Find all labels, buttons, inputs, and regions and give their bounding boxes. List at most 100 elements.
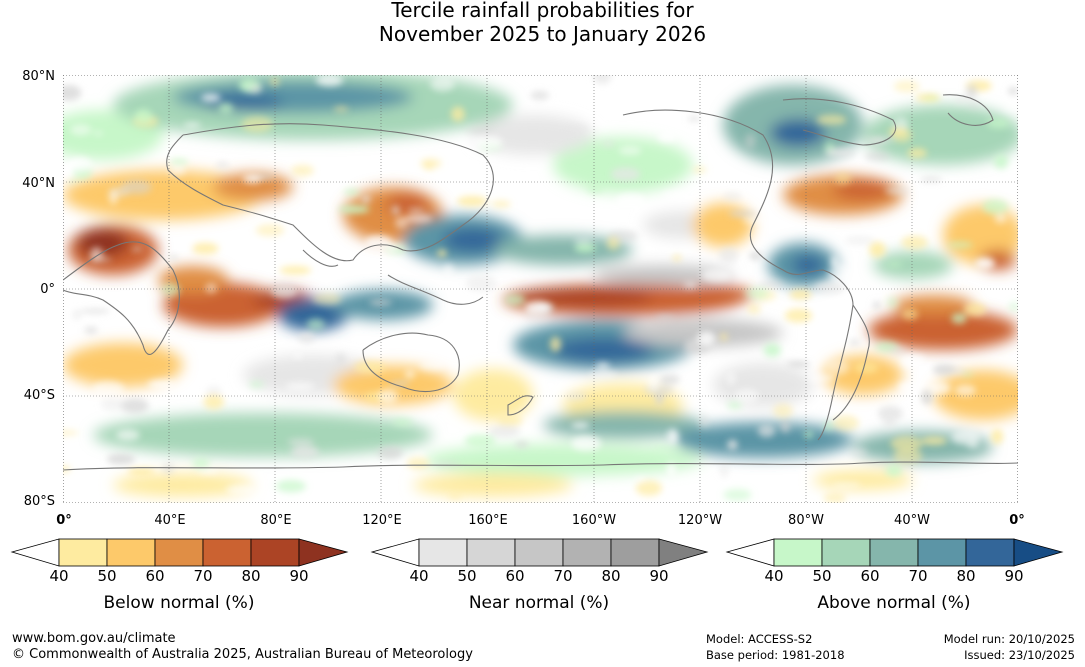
field-speckle	[404, 214, 433, 223]
field-speckle	[745, 286, 769, 300]
field-speckle	[901, 235, 929, 250]
field-speckle	[464, 434, 496, 448]
colorbar-below-arrow-high	[298, 538, 349, 567]
field-speckle	[391, 205, 401, 216]
field-speckle	[168, 255, 179, 260]
field-speckle	[394, 216, 408, 229]
field-speckle	[530, 90, 550, 101]
colorbar-above-tick: 60	[860, 567, 880, 585]
field-speckle	[343, 188, 360, 196]
field-speckle	[127, 468, 155, 476]
lat-label-80n: 80°N	[22, 69, 55, 84]
field-speckle	[986, 117, 1010, 129]
field-speckle	[982, 199, 1009, 215]
field-speckle	[719, 333, 728, 341]
field-speckle	[961, 371, 974, 378]
field-speckle	[784, 308, 813, 323]
field-speckle	[420, 158, 442, 169]
colorbar-below-tick: 70	[193, 567, 213, 585]
field-speckle	[615, 193, 646, 209]
field-speckle	[121, 179, 152, 195]
field-speckle	[773, 403, 793, 419]
field-speckle	[849, 339, 860, 346]
field-speckle	[951, 430, 981, 445]
lon-label-40e: 40°E	[154, 513, 186, 528]
colorbar-below-swatch-1	[58, 538, 108, 567]
field-speckle	[786, 361, 811, 368]
footer-model: Model: ACCESS-S2	[706, 632, 813, 646]
title-line-2: November 2025 to January 2026	[378, 22, 707, 46]
field-speckle	[339, 262, 365, 270]
field-speckle	[825, 148, 856, 158]
field-speckle	[964, 302, 987, 317]
field-speckle	[106, 453, 136, 465]
field-speckle	[1007, 87, 1018, 95]
field-speckle	[191, 242, 219, 255]
field-speckle	[271, 284, 297, 299]
colorbar-above-tick: 90	[1004, 567, 1024, 585]
field-speckle	[595, 362, 610, 370]
field-speckle	[315, 75, 344, 87]
field-speckle	[993, 154, 1009, 169]
field-speckle	[131, 246, 143, 252]
field-speckle	[378, 388, 399, 404]
field-speckle	[719, 463, 729, 478]
field-speckle	[683, 281, 698, 289]
field-speckle	[951, 312, 967, 324]
colorbar-below-tick: 60	[145, 567, 165, 585]
field-speckle	[899, 382, 912, 392]
colorbar-near-swatch-2	[466, 538, 516, 567]
field-speckle	[216, 161, 229, 169]
field-speckle	[870, 137, 886, 146]
field-speckle	[63, 465, 71, 473]
field-speckle	[823, 492, 846, 503]
field-speckle	[832, 482, 862, 488]
field-speckle	[688, 115, 701, 122]
colorbar-above-label: Above normal (%)	[817, 593, 971, 613]
colorbar-above-swatch-3	[869, 538, 919, 567]
field-speckle	[333, 106, 349, 113]
colorbar-below-swatches	[10, 538, 349, 567]
field-speckle	[515, 441, 529, 448]
field-speckle	[919, 177, 943, 182]
field-speckle	[994, 213, 1007, 224]
field-speckle	[813, 281, 846, 294]
field-speckle	[298, 332, 315, 343]
field-speckle	[242, 174, 262, 184]
colorbar-below-swatch-4	[202, 538, 252, 567]
colorbar-above-swatch-4	[917, 538, 967, 567]
field-speckle	[816, 114, 847, 125]
field-speckle	[571, 435, 602, 451]
field-speckle	[655, 315, 674, 320]
field-speckle	[885, 186, 910, 196]
field-speckle	[121, 398, 149, 414]
field-speckle	[517, 169, 527, 175]
field-speckle	[836, 263, 849, 269]
field-speckle	[63, 85, 82, 101]
field-speckle	[635, 480, 662, 496]
field-speckle	[550, 336, 561, 352]
colorbar-above-tick: 80	[956, 567, 976, 585]
field-speckle	[203, 394, 225, 410]
field-speckle	[864, 151, 891, 162]
field-speckle	[275, 479, 307, 493]
field-speckle	[335, 352, 346, 364]
colorbar-above-arrow-high	[1013, 538, 1064, 567]
field-speckle	[651, 445, 682, 452]
graticule	[63, 75, 1018, 503]
field-speckle	[171, 239, 192, 253]
field-speckle	[975, 257, 995, 270]
footer-copyright: © Commonwealth of Australia 2025, Austra…	[12, 647, 473, 662]
colorbar-below-arrow-low	[10, 538, 60, 567]
colorbar-below	[10, 537, 349, 567]
field-speckle	[84, 326, 98, 334]
field-speckle	[827, 359, 850, 376]
field-speckle	[63, 430, 79, 435]
field-speckle	[655, 391, 664, 406]
field-speckle	[169, 158, 189, 165]
lon-label-120e: 120°E	[362, 513, 402, 528]
colorbar-near-tick: 40	[409, 567, 429, 585]
field-speckle	[692, 167, 707, 173]
field-speckle	[763, 343, 781, 357]
field-speckle	[991, 428, 1004, 445]
